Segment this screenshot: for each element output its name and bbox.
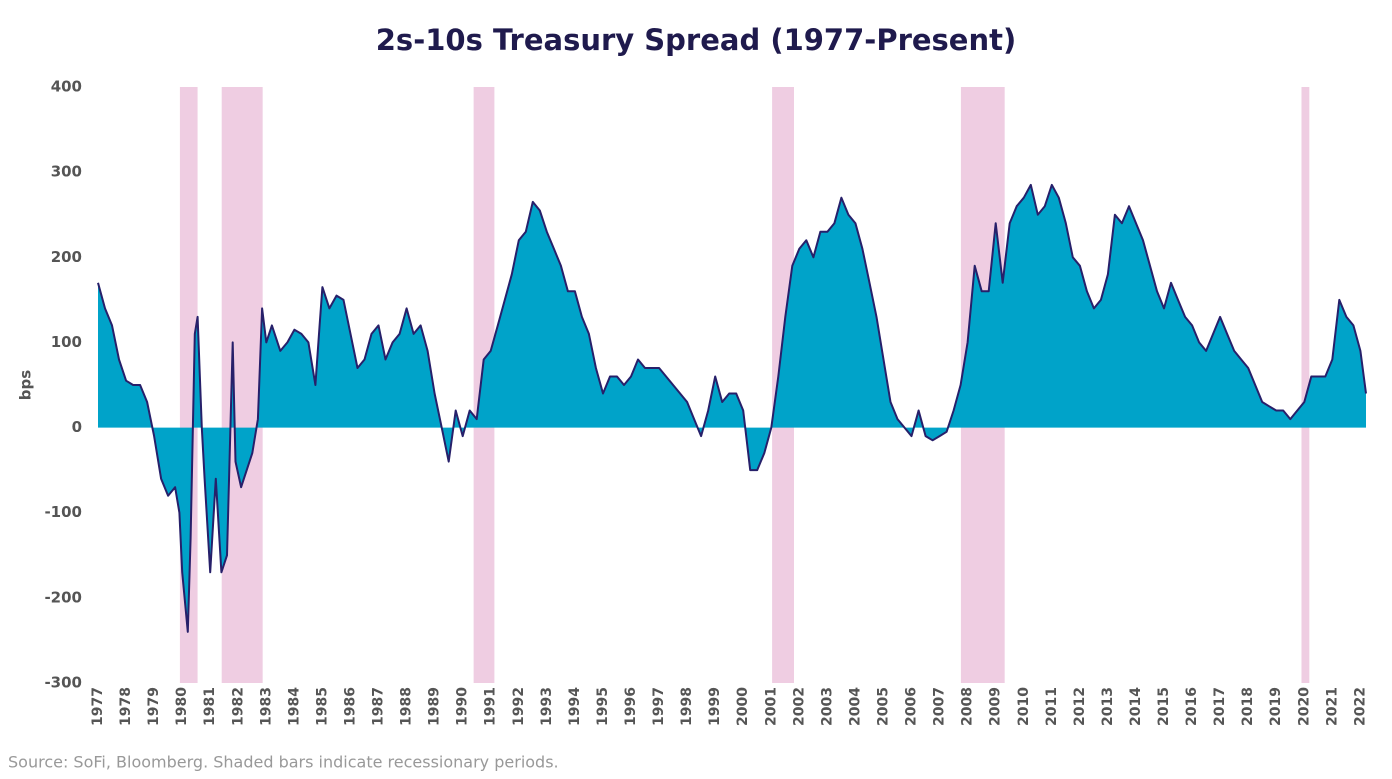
x-tick-label: 1989 bbox=[427, 687, 443, 726]
x-tick-label: 1980 bbox=[174, 687, 190, 726]
x-tick-label: 2020 bbox=[1296, 687, 1312, 726]
x-tick-label: 2012 bbox=[1072, 687, 1088, 726]
x-tick-label: 2010 bbox=[1016, 687, 1032, 726]
y-tick-label: 300 bbox=[51, 163, 82, 181]
y-tick-label: -300 bbox=[44, 674, 82, 692]
y-tick-label: -100 bbox=[44, 503, 82, 521]
chart-title: 2s-10s Treasury Spread (1977-Present) bbox=[376, 23, 1017, 57]
x-tick-label: 1985 bbox=[314, 687, 330, 726]
x-tick-label: 2015 bbox=[1156, 687, 1172, 726]
x-tick-label: 1988 bbox=[399, 687, 415, 726]
source-note: Source: SoFi, Bloomberg. Shaded bars ind… bbox=[8, 753, 559, 772]
x-tick-label: 2019 bbox=[1268, 687, 1284, 726]
x-tick-label: 2005 bbox=[875, 687, 891, 726]
x-tick-label: 2000 bbox=[735, 687, 751, 726]
y-tick-label: 400 bbox=[51, 78, 82, 96]
x-tick-label: 1997 bbox=[651, 687, 667, 726]
x-tick-label: 1984 bbox=[286, 687, 302, 726]
recession-band bbox=[221, 87, 263, 683]
x-tick-label: 2013 bbox=[1100, 687, 1116, 726]
x-tick-label: 2018 bbox=[1240, 687, 1256, 726]
x-tick-label: 2014 bbox=[1128, 687, 1144, 726]
x-tick-label: 2009 bbox=[988, 687, 1004, 726]
x-tick-label: 2007 bbox=[932, 687, 948, 726]
x-tick-label: 1998 bbox=[679, 687, 695, 726]
y-tick-label: 0 bbox=[72, 418, 82, 436]
x-tick-label: 2016 bbox=[1184, 687, 1200, 726]
x-tick-label: 2008 bbox=[960, 687, 976, 726]
spread-line bbox=[97, 183, 1367, 633]
x-tick-label: 1986 bbox=[342, 687, 358, 726]
x-tick-label: 1992 bbox=[511, 687, 527, 726]
spread-area bbox=[98, 184, 1366, 632]
x-tick-label: 2006 bbox=[904, 687, 920, 726]
x-tick-label: 1987 bbox=[371, 687, 387, 726]
x-tick-label: 2022 bbox=[1352, 687, 1368, 726]
x-tick-label: 2021 bbox=[1324, 687, 1340, 726]
x-tick-label: 2011 bbox=[1044, 687, 1060, 726]
x-tick-label: 1999 bbox=[707, 687, 723, 726]
y-axis-label: bps bbox=[17, 370, 35, 400]
y-tick-label: 200 bbox=[51, 248, 82, 266]
x-tick-label: 2002 bbox=[791, 687, 807, 726]
x-tick-label: 2001 bbox=[763, 687, 779, 726]
y-tick-label: 100 bbox=[51, 333, 82, 351]
x-tick-label: 1983 bbox=[258, 687, 274, 726]
x-tick-label: 2017 bbox=[1212, 687, 1228, 726]
x-tick-label: 2004 bbox=[847, 687, 863, 726]
x-tick-label: 1982 bbox=[230, 687, 246, 726]
x-tick-label: 1977 bbox=[90, 687, 106, 726]
y-tick-label: -200 bbox=[44, 588, 82, 606]
x-tick-label: 1990 bbox=[455, 687, 471, 726]
x-tick-label: 1994 bbox=[567, 687, 583, 726]
x-tick-label: 2003 bbox=[819, 687, 835, 726]
x-tick-label: 1995 bbox=[595, 687, 611, 726]
x-tick-label: 1978 bbox=[118, 687, 134, 726]
x-tick-label: 1996 bbox=[623, 687, 639, 726]
x-tick-label: 1979 bbox=[146, 687, 162, 726]
x-tick-label: 1991 bbox=[483, 687, 499, 726]
recession-band bbox=[1301, 87, 1310, 683]
x-tick-label: 1981 bbox=[202, 687, 218, 726]
x-tick-label: 1993 bbox=[539, 687, 555, 726]
